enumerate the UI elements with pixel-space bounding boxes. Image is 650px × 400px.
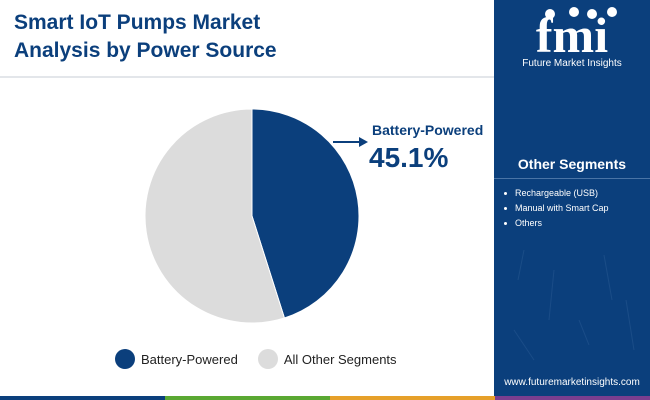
callout-arrow-head xyxy=(359,137,368,147)
other-segments-list: Rechargeable (USB) Manual with Smart Cap… xyxy=(504,186,609,231)
list-item-label: Others xyxy=(515,218,543,228)
pie-chart xyxy=(144,108,368,324)
bullet-icon xyxy=(504,207,507,210)
legend-label-battery: Battery-Powered xyxy=(141,351,238,367)
bottom-bar-segment xyxy=(165,396,330,400)
list-item-label: Manual with Smart Cap xyxy=(515,203,609,213)
website-link[interactable]: www.futuremarketinsights.com xyxy=(504,377,640,388)
legend-swatch-other xyxy=(257,349,278,369)
legend-swatch-battery xyxy=(115,349,135,369)
bullet-icon xyxy=(504,192,507,195)
sidebar-texture xyxy=(513,249,635,361)
bottom-bar-segment xyxy=(0,396,165,400)
list-item: Others xyxy=(504,216,609,231)
bullet-icon xyxy=(504,222,507,225)
sidebar: fmi Future Market Insights Other Segment… xyxy=(494,0,650,400)
pie-slice-all-other-segments xyxy=(144,108,286,324)
other-segments-title: Other Segments xyxy=(517,156,627,172)
chart-title-line1: Smart IoT Pumps Market xyxy=(14,11,261,34)
legend-item-battery: Battery-Powered xyxy=(115,349,238,369)
callout-label: Battery-Powered xyxy=(372,122,484,138)
list-item-label: Rechargeable (USB) xyxy=(515,188,599,198)
fmi-logo-mark: fmi xyxy=(536,7,617,60)
bottom-bar-segment xyxy=(330,396,495,400)
bottom-bar-segment xyxy=(495,396,650,400)
title-block: Smart IoT Pumps Market Analysis by Power… xyxy=(0,0,494,78)
chart-legend: Battery-Powered All Other Segments xyxy=(115,347,417,371)
logo-brand: Future Market Insights xyxy=(522,58,622,69)
legend-item-other: All Other Segments xyxy=(257,349,397,369)
list-item: Rechargeable (USB) xyxy=(504,186,609,201)
sidebar-divider xyxy=(494,178,650,179)
chart-title-line2: Analysis by Power Source xyxy=(14,39,277,62)
list-item: Manual with Smart Cap xyxy=(504,201,609,216)
chart-title: Smart IoT Pumps Market Analysis by Power… xyxy=(14,9,474,65)
pie-slice-battery-powered xyxy=(251,108,360,319)
main-panel: Smart IoT Pumps Market Analysis by Power… xyxy=(0,0,494,371)
callout-value: 45.1% xyxy=(369,142,449,173)
legend-label-other: All Other Segments xyxy=(283,351,397,367)
bottom-color-bar xyxy=(0,396,650,400)
fmi-logo: fmi Future Market Insights xyxy=(494,0,650,78)
